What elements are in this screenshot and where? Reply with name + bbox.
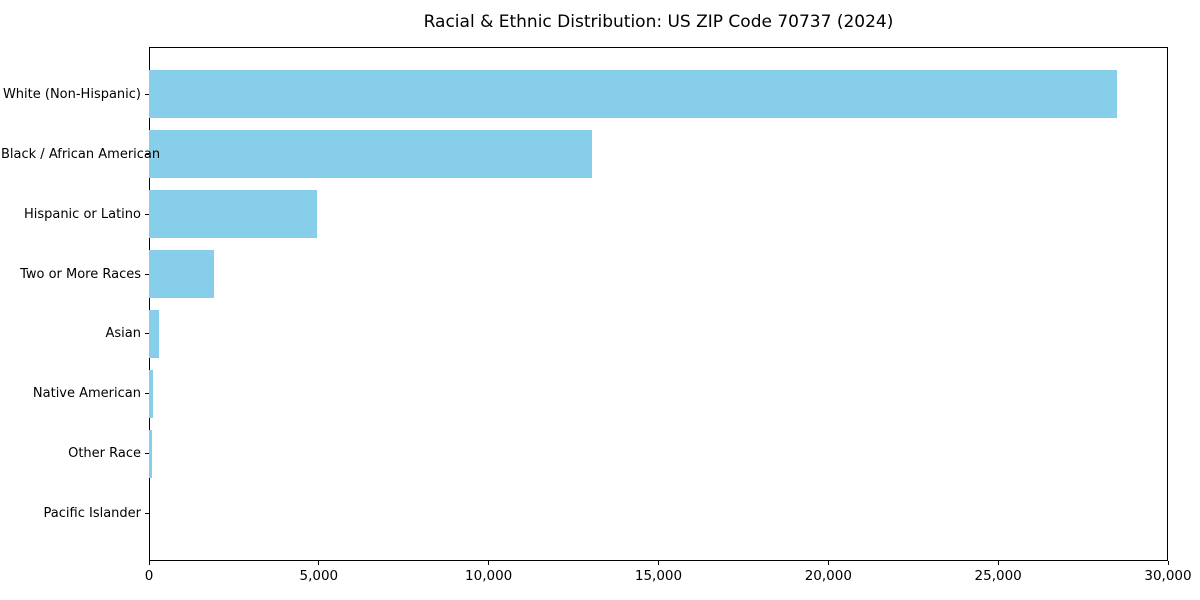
y-axis-label: Black / African American	[1, 146, 161, 162]
x-axis-tick-mark	[658, 561, 659, 565]
y-axis-label: White (Non-Hispanic)	[2, 86, 141, 102]
x-axis-tick-label: 10,000	[465, 568, 513, 584]
y-axis-tick-mark	[145, 513, 149, 515]
y-axis-tick-mark	[145, 213, 149, 215]
bar	[149, 309, 159, 358]
y-axis-label: Asian	[105, 326, 141, 342]
x-axis-tick-mark	[148, 561, 150, 565]
x-axis-tick-mark	[997, 561, 999, 565]
y-axis-label: Other Race	[68, 446, 141, 462]
x-axis-tick-mark	[488, 561, 490, 565]
y-axis-label: Two or More Races	[20, 266, 141, 282]
plot-area	[149, 47, 1168, 561]
x-axis-tick-label: 25,000	[974, 568, 1022, 584]
y-axis-label: Hispanic or Latino	[23, 206, 141, 222]
x-axis-tick-label: 30,000	[1144, 568, 1192, 584]
bar	[149, 429, 153, 478]
y-axis-tick-mark	[145, 93, 149, 95]
x-axis-tick-mark	[318, 561, 320, 565]
bar	[149, 70, 1118, 119]
y-axis-label: Pacific Islander	[43, 506, 141, 522]
y-axis-tick-mark	[145, 153, 149, 155]
x-axis-tick-mark	[827, 561, 829, 565]
bar	[149, 130, 593, 179]
bar	[149, 190, 317, 239]
y-axis-label: Native American	[32, 386, 141, 402]
y-axis-tick-mark	[145, 393, 149, 395]
y-axis-tick-mark	[145, 453, 149, 455]
bar	[149, 369, 154, 418]
x-axis-tick-label: 15,000	[634, 568, 683, 584]
x-axis-tick-label: 20,000	[804, 568, 852, 584]
chart-title: Racial & Ethnic Distribution: US ZIP Cod…	[423, 12, 894, 32]
x-axis-tick-label: 5,000	[299, 568, 339, 584]
x-axis-tick-label: 0	[144, 568, 154, 584]
y-axis-tick-mark	[145, 273, 149, 275]
bar	[149, 250, 214, 298]
y-axis-tick-mark	[145, 333, 149, 335]
x-axis-tick-mark	[1167, 561, 1169, 565]
